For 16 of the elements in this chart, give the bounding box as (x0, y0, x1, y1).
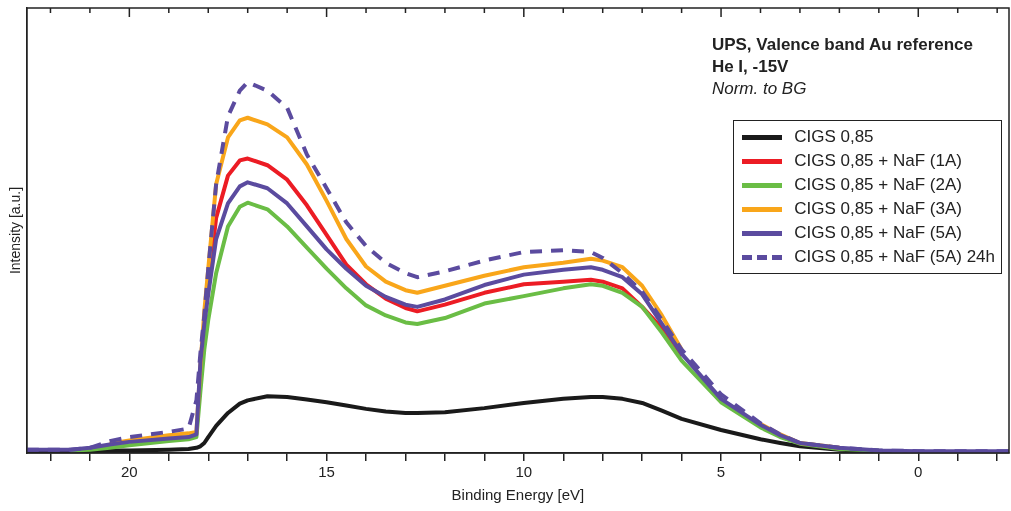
chart-title: UPS, Valence band Au reference (711, 34, 973, 56)
y-axis-title: Intensity [a.u.] (7, 186, 24, 275)
legend-label: CIGS 0,85 + NaF (3A) (794, 198, 962, 220)
legend-label: CIGS 0,85 + NaF (2A) (794, 174, 962, 196)
x-tick-label: 5 (716, 463, 726, 481)
x-tick-label: 15 (318, 463, 335, 481)
x-tick-label: 20 (121, 463, 138, 481)
legend-label: CIGS 0,85 + NaF (5A) 24h (794, 246, 995, 268)
x-tick-label: 0 (914, 463, 923, 481)
legend-label: CIGS 0,85 (794, 126, 874, 148)
legend-label: CIGS 0,85 + NaF (5A) (794, 222, 962, 244)
legend-label: CIGS 0,85 + NaF (1A) (794, 150, 962, 172)
x-axis-title: Binding Energy [eV] (451, 486, 585, 504)
chart-subtitle: He I, -15V (711, 56, 790, 78)
x-tick-label: 10 (515, 463, 533, 481)
annotation: Norm. to BG (711, 78, 808, 100)
